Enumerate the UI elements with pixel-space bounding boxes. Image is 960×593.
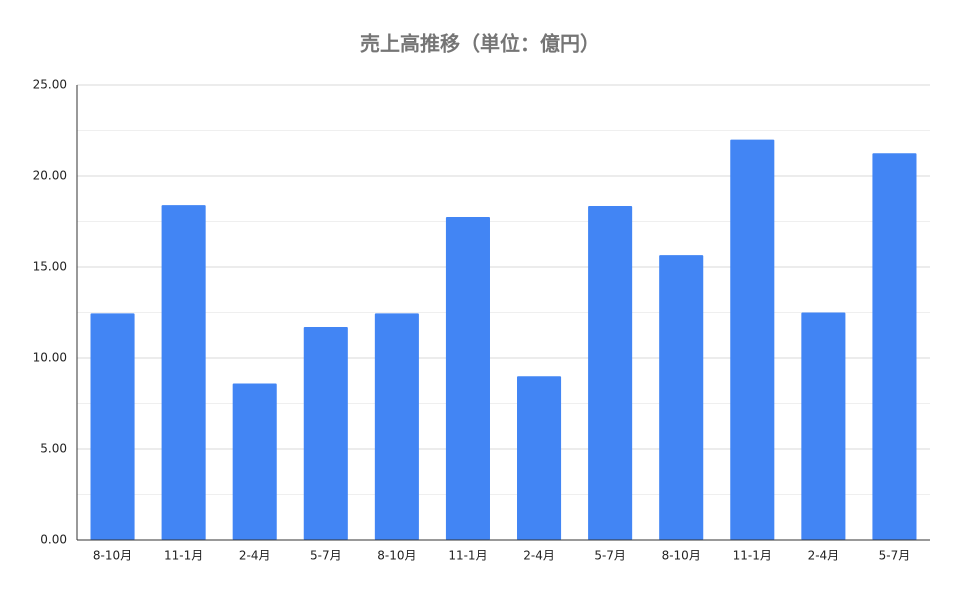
x-tick-label: 8-10月 bbox=[93, 549, 132, 563]
y-tick-label: 5.00 bbox=[40, 442, 67, 456]
x-tick-label: 2-4月 bbox=[523, 549, 555, 563]
x-tick-label: 11-1月 bbox=[164, 549, 203, 563]
bar bbox=[161, 205, 206, 540]
y-tick-label: 20.00 bbox=[33, 169, 67, 183]
bar bbox=[90, 313, 135, 540]
x-tick-label: 2-4月 bbox=[808, 549, 840, 563]
bar bbox=[730, 139, 775, 540]
y-tick-label: 25.00 bbox=[33, 78, 67, 92]
x-tick-label: 2-4月 bbox=[239, 549, 271, 563]
bar bbox=[659, 255, 704, 541]
chart-title: 売上高推移（単位：億円） bbox=[360, 32, 600, 56]
bar bbox=[303, 327, 348, 540]
x-tick-label: 11-1月 bbox=[733, 549, 772, 563]
bar bbox=[445, 216, 490, 540]
x-tick-label: 8-10月 bbox=[377, 549, 416, 563]
x-tick-label: 5-7月 bbox=[594, 549, 626, 563]
x-tick-label: 5-7月 bbox=[310, 549, 342, 563]
x-tick-label: 11-1月 bbox=[448, 549, 487, 563]
bar bbox=[801, 312, 846, 540]
bar bbox=[374, 313, 419, 540]
x-tick-label: 8-10月 bbox=[662, 549, 701, 563]
x-tick-label: 5-7月 bbox=[879, 549, 911, 563]
bar bbox=[232, 383, 277, 540]
y-tick-label: 15.00 bbox=[33, 260, 67, 274]
y-tick-label: 10.00 bbox=[33, 351, 67, 365]
bar bbox=[872, 153, 917, 540]
y-tick-label: 0.00 bbox=[40, 533, 67, 547]
bar bbox=[588, 206, 633, 540]
bar bbox=[517, 376, 562, 540]
